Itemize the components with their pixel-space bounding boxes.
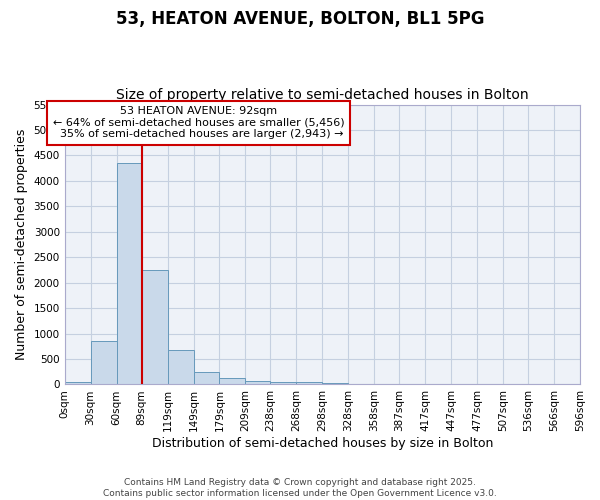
Bar (65, 382, 91, 384)
Bar (220, 378, 245, 384)
Bar (142, 270, 167, 384)
Y-axis label: Number of semi-detached properties: Number of semi-detached properties (15, 129, 28, 360)
Bar (116, 163, 142, 384)
X-axis label: Distribution of semi-detached houses by size in Bolton: Distribution of semi-detached houses by … (152, 437, 493, 450)
Bar (322, 383, 348, 384)
Title: Size of property relative to semi-detached houses in Bolton: Size of property relative to semi-detach… (116, 88, 529, 102)
Bar (271, 382, 296, 384)
Text: 53, HEATON AVENUE, BOLTON, BL1 5PG: 53, HEATON AVENUE, BOLTON, BL1 5PG (116, 10, 484, 28)
Bar (245, 382, 271, 384)
Text: Contains HM Land Registry data © Crown copyright and database right 2025.
Contai: Contains HM Land Registry data © Crown c… (103, 478, 497, 498)
Bar (296, 382, 322, 384)
Bar (193, 372, 220, 384)
Bar (91, 341, 116, 384)
Bar (167, 350, 193, 384)
Text: 53 HEATON AVENUE: 92sqm  
← 64% of semi-detached houses are smaller (5,456)
  35: 53 HEATON AVENUE: 92sqm ← 64% of semi-de… (53, 106, 344, 140)
